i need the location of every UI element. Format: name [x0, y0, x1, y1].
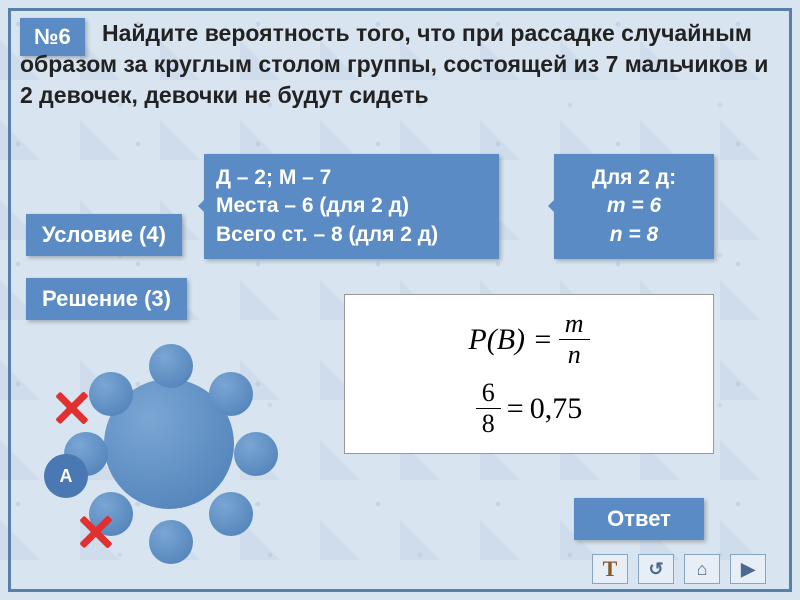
- formula-box: P(B) = m n 6 8 = 0,75: [344, 294, 714, 454]
- answer-button[interactable]: Ответ: [574, 498, 704, 540]
- cross-icon: [74, 510, 118, 554]
- seat: [209, 372, 253, 416]
- for-callout: Для 2 д: m = 6 n = 8: [554, 154, 714, 259]
- seat: [89, 372, 133, 416]
- for-line: n = 8: [566, 221, 702, 249]
- frac-num: 6: [476, 378, 501, 409]
- nav-bar: Т ↺ ⌂ ▶: [592, 554, 766, 584]
- problem-text: Найдите вероятность того, что при рассад…: [20, 18, 780, 111]
- frac-den: 8: [476, 409, 501, 439]
- formula-lhs: P(B) =: [468, 323, 552, 357]
- reload-icon[interactable]: ↺: [638, 554, 674, 584]
- data-line: Места – 6 (для 2 д): [216, 192, 487, 220]
- cross-icon: [50, 386, 94, 430]
- home-icon[interactable]: ⌂: [684, 554, 720, 584]
- frac-den: n: [562, 340, 587, 370]
- seat-labeled: А: [44, 454, 88, 498]
- data-line: Всего ст. – 8 (для 2 д): [216, 221, 487, 249]
- data-callout: Д – 2; М – 7 Места – 6 (для 2 д) Всего с…: [204, 154, 499, 259]
- seat: [234, 432, 278, 476]
- seat: [149, 520, 193, 564]
- for-line: m = 6: [566, 192, 702, 220]
- seat: [149, 344, 193, 388]
- next-icon[interactable]: ▶: [730, 554, 766, 584]
- formula-result: 0,75: [530, 392, 583, 426]
- frac-num: m: [559, 309, 590, 340]
- nav-text-button[interactable]: Т: [592, 554, 628, 584]
- formula-row: 6 8 = 0,75: [476, 378, 582, 439]
- seat: [209, 492, 253, 536]
- seating-diagram: А: [34, 334, 294, 564]
- formula-row: P(B) = m n: [468, 309, 589, 370]
- solution-button[interactable]: Решение (3): [26, 278, 187, 320]
- for-line: Для 2 д:: [566, 164, 702, 192]
- condition-button[interactable]: Условие (4): [26, 214, 182, 256]
- data-line: Д – 2; М – 7: [216, 164, 487, 192]
